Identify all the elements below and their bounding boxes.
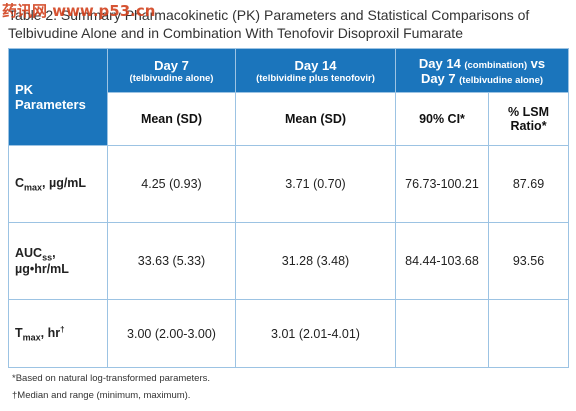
cell: 4.25 (0.93): [107, 145, 236, 223]
cell: 31.28 (3.48): [235, 222, 396, 300]
subheader-row: Mean (SD) Mean (SD) 90% CI* % LSM Ratio*: [9, 92, 570, 146]
cell: 3.00 (2.00-3.00): [107, 299, 236, 368]
cell: [487, 299, 570, 368]
header-note: (telbivudine alone): [459, 74, 544, 86]
param-unit: , µg/mL: [42, 175, 87, 190]
param-cell: Cmax, µg/mL: [8, 145, 108, 223]
header-cell: Day 14 (telbividine plus tenofovir): [235, 48, 396, 93]
param-sub: ss: [42, 252, 53, 263]
param-unit: µg•hr/mL: [15, 262, 69, 277]
row: Cmax, µg/mL 4.25 (0.93) 3.71 (0.70) 76.7…: [8, 145, 570, 223]
cell: 33.63 (5.33): [107, 222, 236, 300]
subheader-cell: % LSM Ratio*: [487, 92, 570, 146]
cell: 3.71 (0.70): [235, 145, 396, 223]
watermark: 药讯网 www.p53.cn: [2, 2, 156, 20]
header-note: (telbividine plus tenofovir): [256, 72, 375, 84]
subheader-cell: 90% CI*: [395, 92, 489, 146]
cell: 93.56: [487, 222, 570, 300]
subheader-cell: Mean (SD): [107, 92, 236, 146]
header-cell: Day 14 (combination) vs Day 7 (telbivudin…: [394, 48, 570, 93]
param-sub: max: [22, 332, 41, 343]
param-cell: AUCss, µg•hr/mL: [8, 222, 108, 300]
cell: 76.73-100.21: [395, 145, 489, 223]
row: Tmax, hr† 3.00 (2.00-3.00) 3.01 (2.01-4.…: [8, 299, 570, 368]
param-sup: †: [60, 324, 65, 334]
param-unit: , hr: [40, 325, 61, 340]
header-text: Day 14: [294, 57, 337, 73]
footnote: †Median and range (minimum, maximum).: [12, 390, 191, 401]
header-row: PK Parameters Day 7 (telbivudine alone) D…: [8, 48, 570, 146]
footnote: *Based on natural log-transformed parame…: [12, 373, 211, 384]
header-text: Day 7: [420, 70, 456, 86]
header-text: Day 14: [418, 55, 461, 71]
header-text: vs: [530, 55, 546, 71]
param-sub: max: [24, 182, 43, 193]
cell: 84.44-103.68: [395, 222, 489, 300]
header-text: PK Parameters: [15, 82, 86, 112]
param-cell: Tmax, hr†: [8, 299, 108, 368]
header-note: (combination): [464, 59, 528, 71]
header-cell: Day 7 (telbivudine alone): [107, 48, 236, 93]
header-text: Day 7: [154, 57, 189, 73]
param: T: [15, 325, 23, 340]
cell: 3.01 (2.01-4.01): [235, 299, 396, 368]
param: AUC: [15, 245, 43, 260]
title: Table 2. Summary Pharmacokinetic (PK) Pa…: [8, 7, 530, 41]
header-note: (telbivudine alone): [129, 72, 214, 84]
header-cell: PK Parameters: [8, 48, 108, 146]
row: AUCss, µg•hr/mL 33.63 (5.33) 31.28 (3.48)…: [8, 222, 570, 300]
subheader-cell: Mean (SD): [235, 92, 396, 146]
param-unit: ,: [52, 245, 56, 260]
pk-table: PK Parameters Day 7 (telbivudine alone) D…: [8, 48, 570, 368]
param: C: [15, 175, 25, 190]
cell: [395, 299, 489, 368]
cell: 87.69: [487, 145, 570, 223]
